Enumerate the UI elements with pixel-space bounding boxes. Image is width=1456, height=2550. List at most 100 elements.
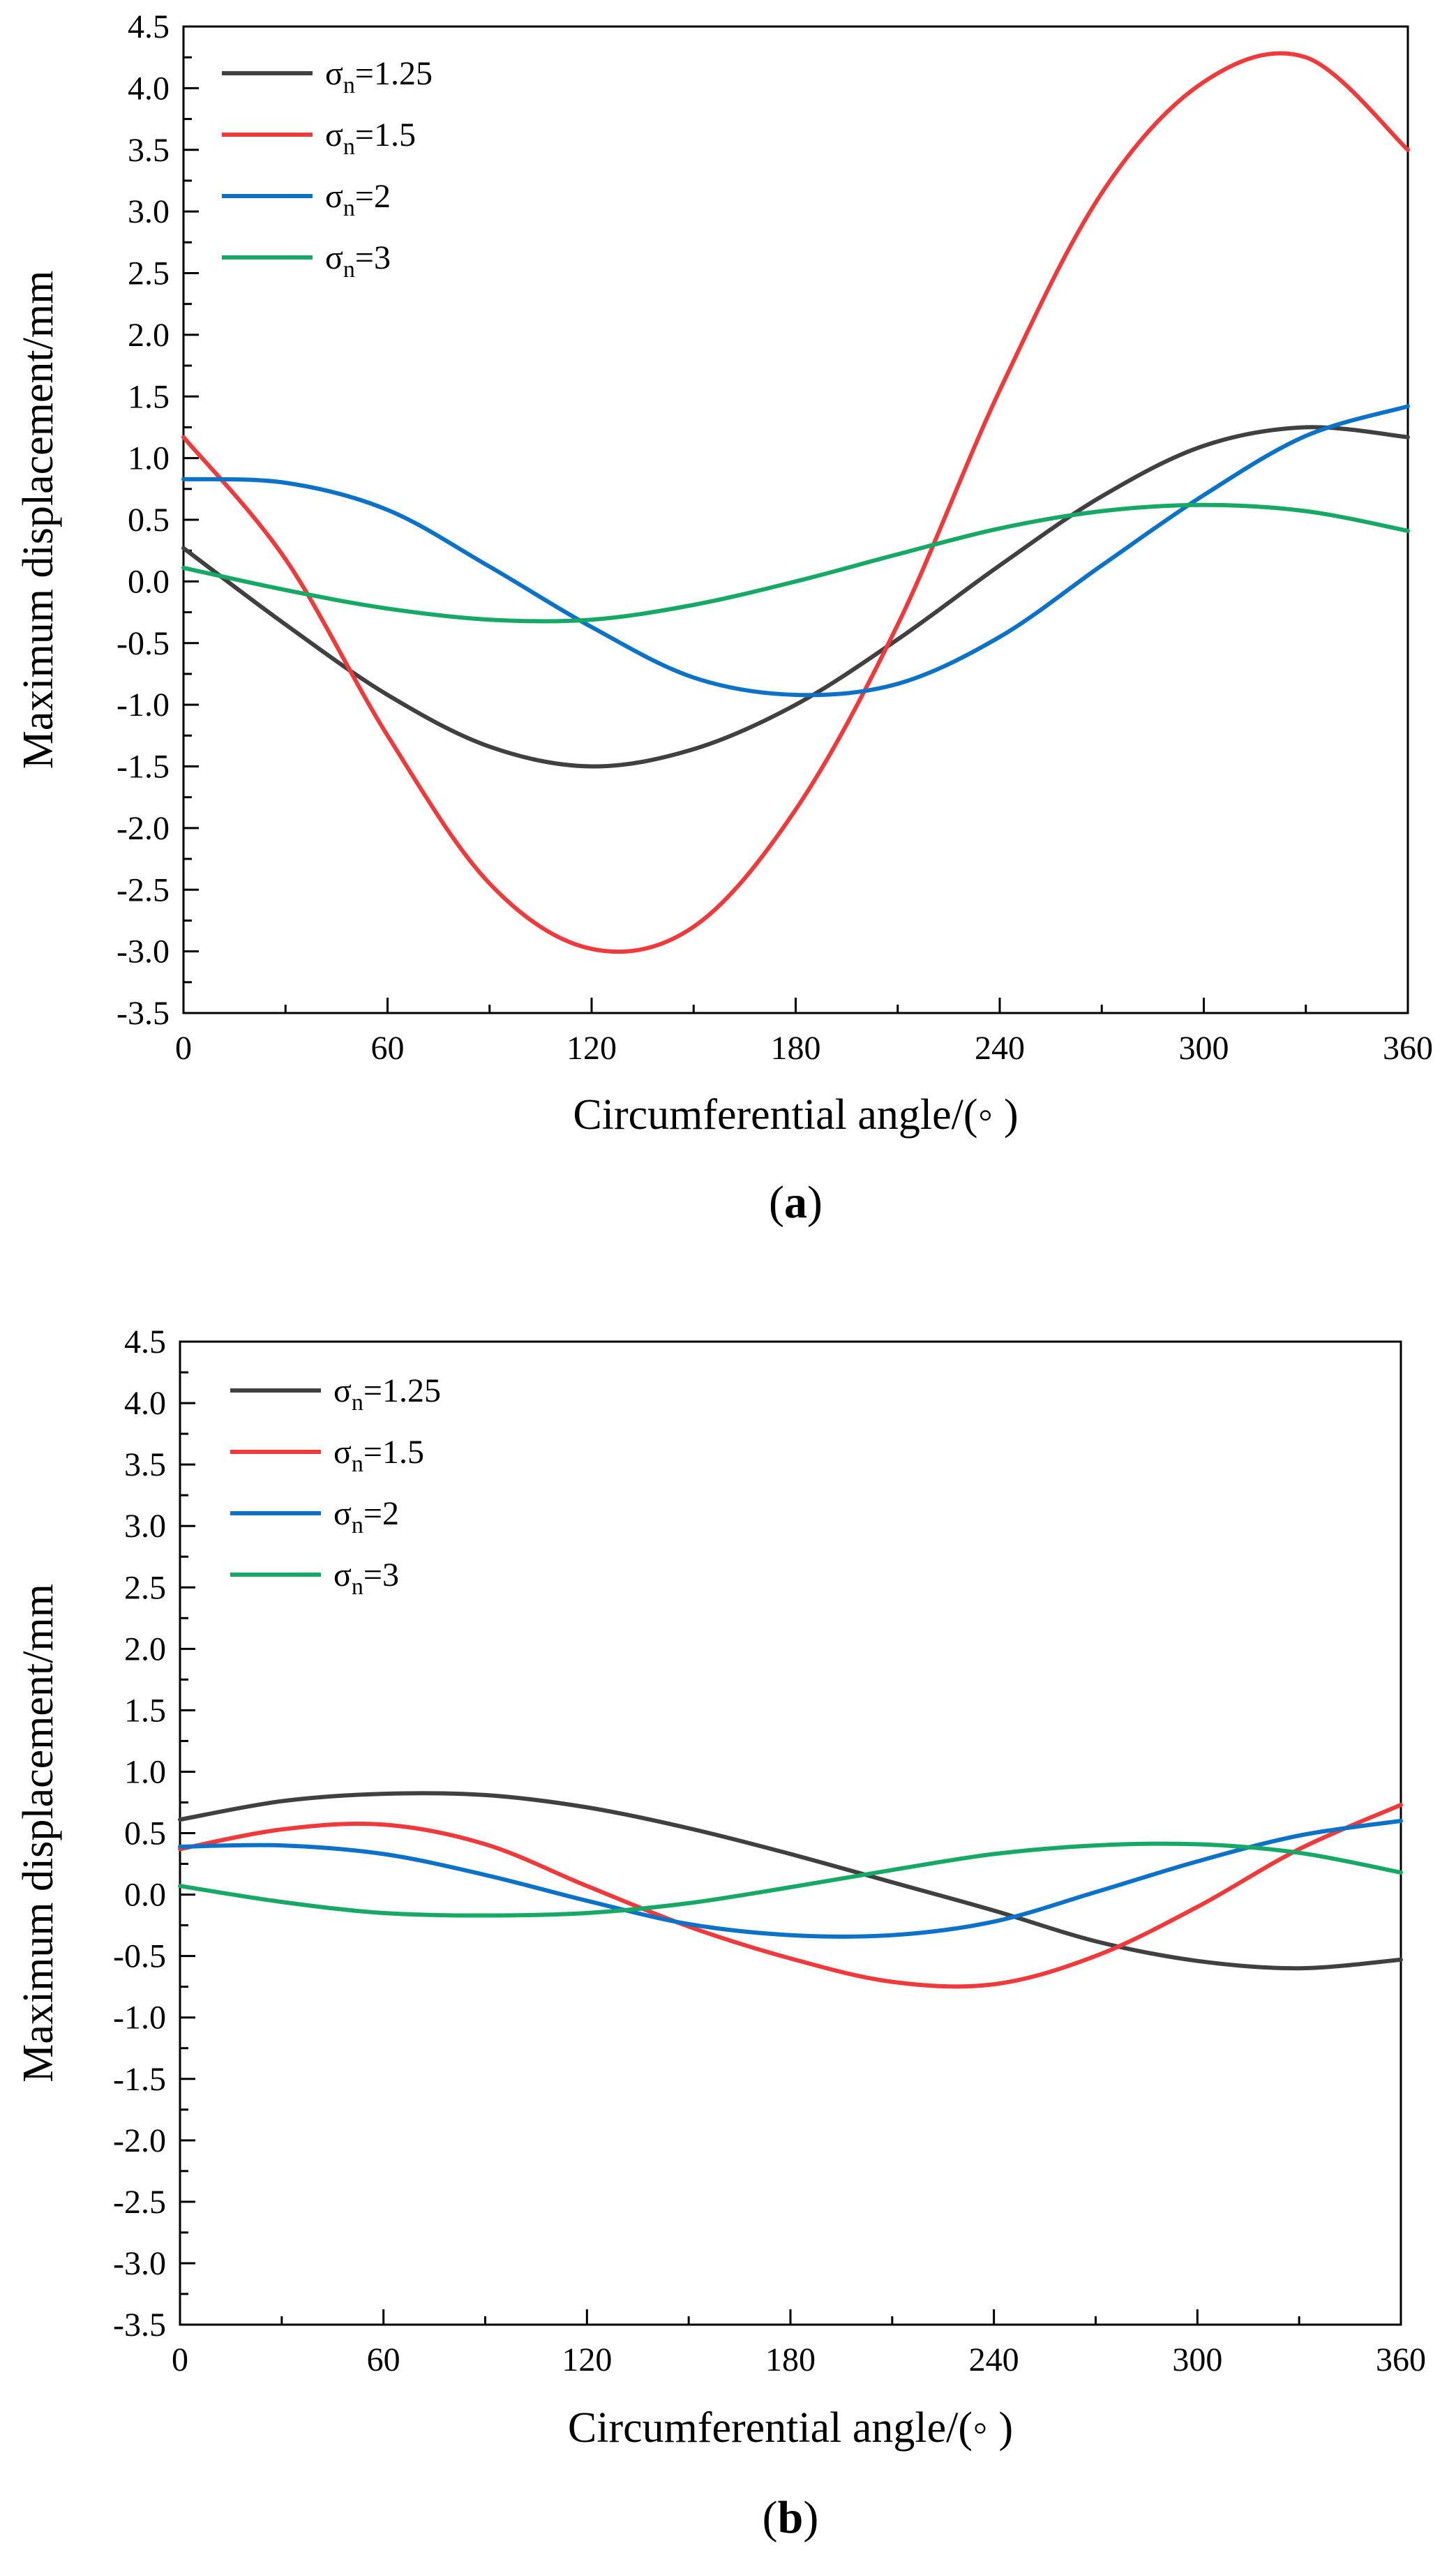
y-tick-label: -0.5: [113, 1938, 166, 1975]
y-tick-label: -3.0: [117, 933, 170, 970]
y-tick-label: 3.5: [124, 1446, 166, 1483]
legend-value: =1.5: [355, 117, 416, 153]
x-tick-label: 0: [175, 1030, 192, 1067]
legend-value: =2: [355, 178, 391, 215]
plot-frame: [182, 25, 1409, 1014]
y-tick-label: -2.5: [113, 2184, 166, 2221]
legend-label-1: σn=1.5: [325, 117, 416, 160]
y-tick-label: -3.5: [113, 2307, 166, 2343]
x-axis-title: Circumferential angle/(◦ ): [568, 2404, 1013, 2452]
caption-paren-open: (: [763, 2492, 778, 2543]
y-tick-label: -3.5: [117, 995, 170, 1032]
legend-symbol: σ: [325, 55, 343, 92]
legend-symbol: σ: [333, 1557, 352, 1593]
x-tick-label: 360: [1376, 2341, 1426, 2378]
x-tick-label: 360: [1383, 1030, 1433, 1067]
y-tick-label: 0.5: [128, 502, 170, 539]
y-tick-label: -1.0: [113, 2000, 166, 2037]
y-tick-label: 1.5: [124, 1692, 166, 1729]
y-tick-label: -2.0: [113, 2122, 166, 2159]
y-tick-label: 4.0: [128, 70, 170, 107]
x-tick-label: 60: [371, 1030, 405, 1067]
x-tick-label: 180: [771, 1030, 821, 1067]
x-axis-title: Circumferential angle/(◦ ): [573, 1091, 1018, 1139]
y-tick-label: 2.0: [128, 317, 170, 354]
legend-value: =2: [363, 1495, 399, 1532]
legend-subscript: n: [352, 1451, 363, 1477]
y-tick-label: -1.5: [113, 2061, 166, 2098]
y-axis-title: Maximum displacement/mm: [15, 271, 62, 770]
x-tick-label: 0: [172, 2341, 188, 2378]
x-tick-label: 180: [765, 2341, 816, 2378]
y-tick-label: 0.5: [124, 1815, 166, 1852]
y-tick-label: 0.0: [124, 1877, 166, 1914]
y-tick-label: -1.0: [117, 687, 170, 723]
series-line-0: [181, 425, 1410, 769]
y-tick-label: 4.0: [124, 1385, 166, 1422]
figure-caption: (a): [769, 1177, 823, 1228]
legend-symbol: σ: [333, 1495, 352, 1532]
x-tick-label: 60: [367, 2341, 400, 2378]
x-tick-label: 240: [975, 1030, 1025, 1067]
caption-letter: a: [784, 1177, 807, 1228]
legend-symbol: σ: [333, 1434, 352, 1471]
x-tick-label: 120: [562, 2341, 612, 2378]
legend-label-0: σn=1.25: [333, 1372, 441, 1416]
y-tick-label: 1.5: [128, 378, 170, 415]
legend-label-2: σn=2: [333, 1495, 399, 1538]
series-line-3: [181, 502, 1410, 624]
y-tick-label: 2.0: [124, 1630, 166, 1667]
legend-symbol: σ: [325, 117, 343, 153]
legend-label-0: σn=1.25: [325, 55, 433, 98]
y-tick-label: 2.5: [128, 255, 170, 292]
y-axis-title: Maximum displacement/mm: [15, 1584, 62, 2083]
y-tick-label: 0.0: [128, 563, 170, 600]
series-line-0: [178, 1791, 1403, 1971]
y-tick-label: 4.5: [128, 8, 170, 45]
legend-label-1: σn=1.5: [333, 1434, 424, 1477]
series-line-2: [181, 404, 1410, 698]
legend-subscript: n: [352, 1390, 363, 1416]
y-tick-label: 3.0: [124, 1508, 166, 1545]
y-tick-label: 1.0: [128, 440, 170, 477]
legend-subscript: n: [343, 134, 355, 160]
series-line-2: [178, 1818, 1403, 1939]
legend-label-3: σn=3: [333, 1557, 399, 1600]
y-tick-label: 2.5: [124, 1569, 166, 1606]
caption-letter: b: [778, 2492, 804, 2543]
y-tick-label: -0.5: [117, 625, 170, 662]
legend-symbol: σ: [325, 178, 343, 215]
legend-value: =1.5: [363, 1434, 424, 1471]
x-tick-label: 240: [969, 2341, 1019, 2378]
legend-value: =1.25: [355, 55, 433, 92]
series-line-3: [178, 1841, 1403, 1918]
series-line-1: [178, 1803, 1403, 1989]
legend-subscript: n: [343, 257, 355, 283]
y-tick-label: -1.5: [117, 749, 170, 786]
y-tick-label: -3.0: [113, 2245, 166, 2282]
chart-b: 0 60 120 180 240 300 360 -3.5 -3.0 -2.5 -2.0 -1.5 -1…: [15, 1323, 1426, 2543]
legend-subscript: n: [352, 1574, 363, 1600]
legend-subscript: n: [343, 195, 355, 221]
legend-label-3: σn=3: [325, 239, 391, 283]
y-tick-label: 1.0: [124, 1753, 166, 1790]
plot-frame: [179, 1340, 1402, 2326]
series-line-1: [181, 51, 1410, 954]
x-tick-label: 120: [566, 1030, 617, 1067]
x-tick-label: 300: [1179, 1030, 1229, 1067]
y-tick-label: 3.0: [128, 193, 170, 230]
legend-symbol: σ: [333, 1372, 352, 1409]
legend-value: =3: [363, 1557, 399, 1593]
y-tick-label: -2.5: [117, 871, 170, 908]
legend-value: =3: [355, 239, 391, 276]
caption-paren-close: ): [807, 1177, 823, 1228]
x-tick-label: 300: [1172, 2341, 1222, 2378]
caption-paren-open: (: [769, 1177, 784, 1228]
legend-value: =1.25: [363, 1372, 441, 1409]
y-tick-label: 3.5: [128, 132, 170, 169]
legend-label-2: σn=2: [325, 178, 391, 221]
y-tick-label: 4.5: [124, 1323, 166, 1360]
y-tick-label: -2.0: [117, 810, 170, 847]
legend-subscript: n: [343, 73, 355, 98]
